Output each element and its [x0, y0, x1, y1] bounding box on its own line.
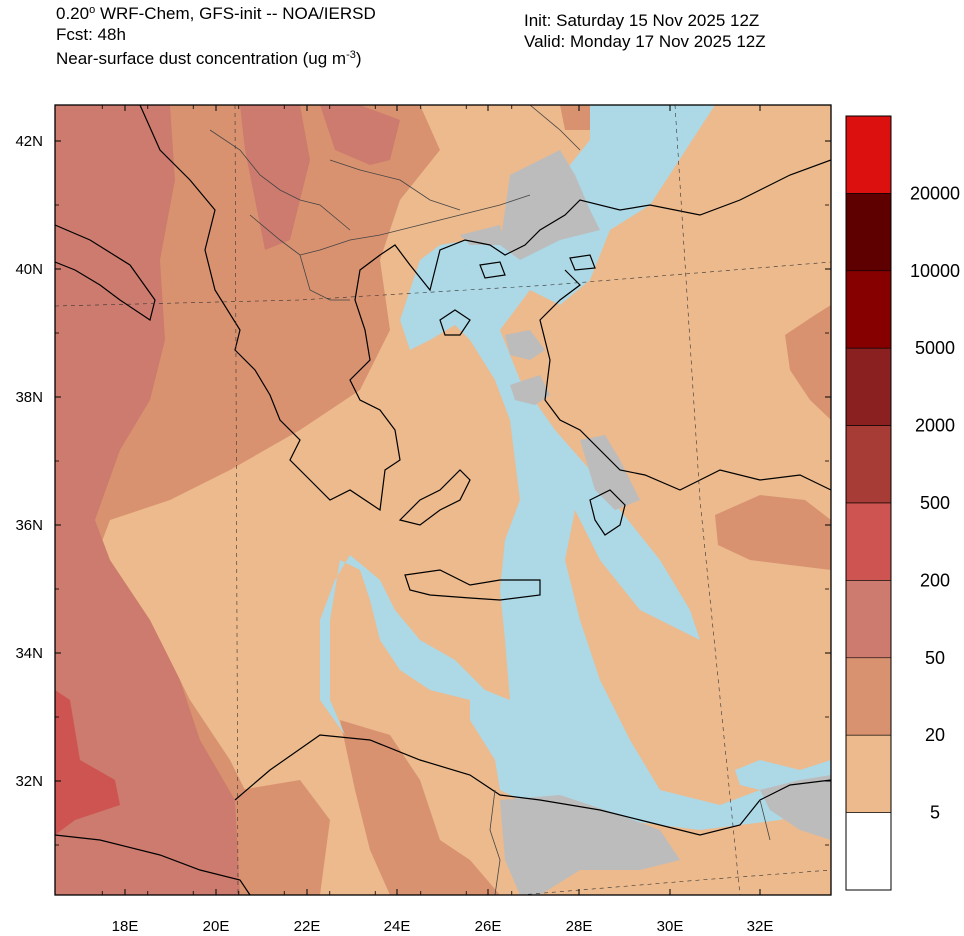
colorbar-label: 20000	[910, 183, 960, 203]
colorbar-swatch	[845, 270, 892, 349]
graticule	[55, 105, 831, 895]
coastlines	[55, 105, 831, 895]
lon-label: 26E	[475, 918, 502, 935]
below-threshold-aegean-coast	[580, 435, 640, 510]
lat-label: 36N	[15, 517, 43, 534]
dust-20-50-libya	[240, 780, 330, 895]
title-model-line: 0.20o WRF-Chem, GFS-init -- NOA/IERSD	[56, 4, 376, 23]
colorbar-swatch	[845, 425, 892, 504]
lon-label: 28E	[566, 918, 593, 935]
colorbar-swatch	[845, 657, 892, 736]
below-threshold-island	[505, 330, 545, 360]
clean-sea-region	[320, 105, 831, 830]
lat-label: 38N	[15, 389, 43, 406]
lon-label: 24E	[384, 918, 411, 935]
colorbar-label: 5	[930, 803, 940, 823]
colorbar-swatch	[845, 347, 892, 426]
colorbar-swatch	[845, 734, 892, 813]
dust-20-50-south	[340, 720, 500, 895]
below-threshold-turkey-nw	[500, 150, 600, 260]
dust-50-200-region	[55, 105, 240, 895]
latitude-axis: 42N 40N 38N 36N 34N 32N	[15, 133, 831, 846]
lon-label: 32E	[747, 918, 774, 935]
dust-20-50-east	[715, 495, 831, 570]
colorbar-label: 500	[920, 493, 950, 513]
map-title-block: 0.20o WRF-Chem, GFS-init -- NOA/IERSD Fc…	[56, 0, 376, 69]
longitude-axis: 18E 20E 22E 24E 26E 28E 30E 32E	[101, 105, 774, 935]
lat-label: 32N	[15, 773, 43, 790]
colorbar-label: 5000	[915, 338, 955, 358]
title-variable: Near-surface dust concentration (ug m-3)	[56, 49, 362, 68]
dust-20-50-northeast	[785, 305, 831, 420]
lat-label: 42N	[15, 133, 43, 150]
lon-label: 22E	[294, 918, 321, 935]
below-threshold-thrace	[460, 225, 505, 245]
lon-label: 30E	[657, 918, 684, 935]
colorbar-swatch	[845, 502, 892, 581]
title-forecast-hour: Fcst: 48h	[56, 25, 126, 44]
lon-label: 18E	[112, 918, 139, 935]
valid-time: Valid: Monday 17 Nov 2025 12Z	[524, 32, 766, 51]
colorbar-label: 50	[925, 648, 945, 668]
colorbar-label: 200	[920, 570, 950, 590]
lon-label: 20E	[203, 918, 230, 935]
colorbar-swatch	[845, 193, 892, 272]
map-frame	[54, 104, 832, 896]
below-threshold-chios	[510, 375, 550, 405]
colorbar-label: 2000	[915, 416, 955, 436]
colorbar: 20000 10000 5000 2000 500 200 50 20 5	[845, 115, 960, 891]
colorbar-frame	[845, 115, 892, 891]
colorbar-label: 20	[925, 725, 945, 745]
dust-concentration-field	[55, 105, 831, 895]
below-threshold-egypt	[500, 795, 680, 895]
colorbar-swatch	[845, 580, 892, 659]
colorbar-swatch	[845, 115, 892, 194]
dust-50-200-serbia	[320, 105, 400, 165]
lat-label: 40N	[15, 261, 43, 278]
colorbar-swatch	[845, 812, 892, 891]
init-time: Init: Saturday 15 Nov 2025 12Z	[524, 11, 760, 30]
dust-50-200-balkans	[240, 105, 310, 250]
country-borders	[209, 105, 771, 895]
lat-label: 34N	[15, 645, 43, 662]
dust-200-500-region	[55, 690, 120, 835]
colorbar-label: 10000	[910, 261, 960, 281]
map-time-block: Init: Saturday 15 Nov 2025 12Z Valid: Mo…	[524, 10, 766, 52]
